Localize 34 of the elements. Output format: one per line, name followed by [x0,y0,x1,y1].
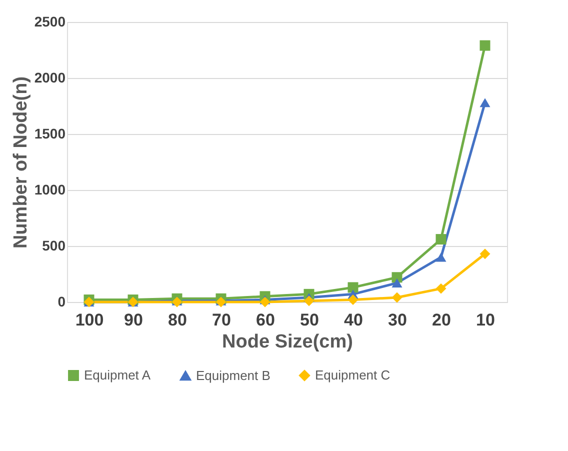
x-tick-label: 90 [124,310,143,330]
point [392,292,402,303]
point [436,234,446,245]
x-tick-label: 100 [75,310,104,330]
x-tick-label: 80 [168,310,187,330]
x-tick-label: 30 [388,310,407,330]
y-axis-title: Number of Node(n) [10,76,32,249]
legend-label: Equipmet A [84,368,151,383]
y-tick-label: 1500 [34,126,66,142]
point [348,294,358,306]
x-tick-label: 60 [256,310,275,330]
point [436,283,446,294]
y-tick-label: 2500 [34,14,66,30]
point [480,98,490,108]
y-tick-label: 2000 [34,70,66,86]
point [480,248,490,260]
y-tick-label: 1000 [34,182,66,198]
point [392,278,402,288]
legend-label: Equipment B [196,368,270,383]
point [348,282,358,293]
x-axis-title: Node Size(cm) [222,332,353,352]
point [436,252,446,262]
y-tick-label: 0 [58,294,66,310]
point [480,40,490,51]
y-tick-label: 500 [42,238,66,254]
x-tick-label: 70 [212,310,231,330]
x-tick-label: 20 [432,310,451,330]
point [392,272,402,283]
x-tick-label: 40 [344,310,363,330]
point [304,296,314,306]
x-tick-label: 10 [476,310,495,330]
legend-label: Equipment C [315,368,390,383]
x-tick-label: 50 [300,310,319,330]
point [260,296,270,308]
